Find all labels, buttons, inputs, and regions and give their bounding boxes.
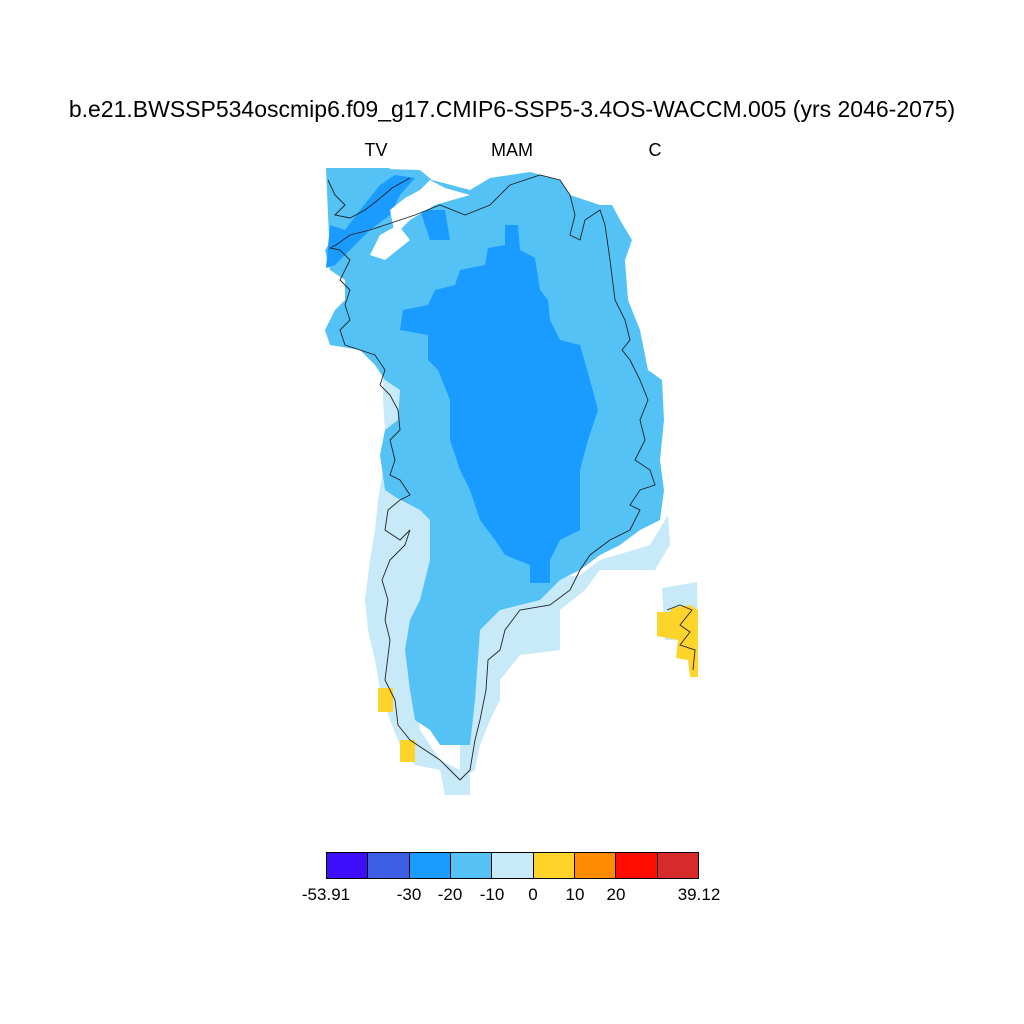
field-cell-positive (657, 605, 698, 677)
colorbar-swatch (574, 853, 617, 878)
field-cell-positive (400, 740, 415, 762)
colorbar-label: 20 (606, 885, 626, 904)
units-label: C (648, 140, 662, 160)
colorbar-label: -30 (396, 885, 422, 904)
plot-title: b.e21.BWSSP534oscmip6.f09_g17.CMIP6-SSP5… (68, 96, 956, 122)
colorbar-label: -10 (479, 885, 505, 904)
field-cell-positive (378, 688, 393, 712)
field-gap (370, 180, 470, 260)
colorbar-label: 10 (565, 885, 585, 904)
colorbar (326, 852, 699, 879)
colorbar-swatch (450, 853, 493, 878)
field-level-p10 (378, 605, 698, 762)
field-level-m20 (326, 175, 598, 583)
coastline (327, 174, 696, 781)
colorbar-swatch (533, 853, 575, 878)
season-label: MAM (491, 140, 533, 160)
colorbar-swatch (492, 853, 534, 878)
colorbar-label: 39.12 (677, 885, 721, 904)
colorbar-swatch (409, 853, 451, 878)
colorbar-swatch (368, 853, 410, 878)
variable-label: TV (364, 140, 388, 160)
colorbar-label: 0 (528, 885, 538, 904)
colorbar-swatch (657, 853, 698, 878)
colorbar-label: -20 (437, 885, 463, 904)
colorbar-swatch (327, 853, 369, 878)
colorbar-label: -53.91 (301, 885, 351, 904)
colorbar-swatch (616, 853, 658, 878)
